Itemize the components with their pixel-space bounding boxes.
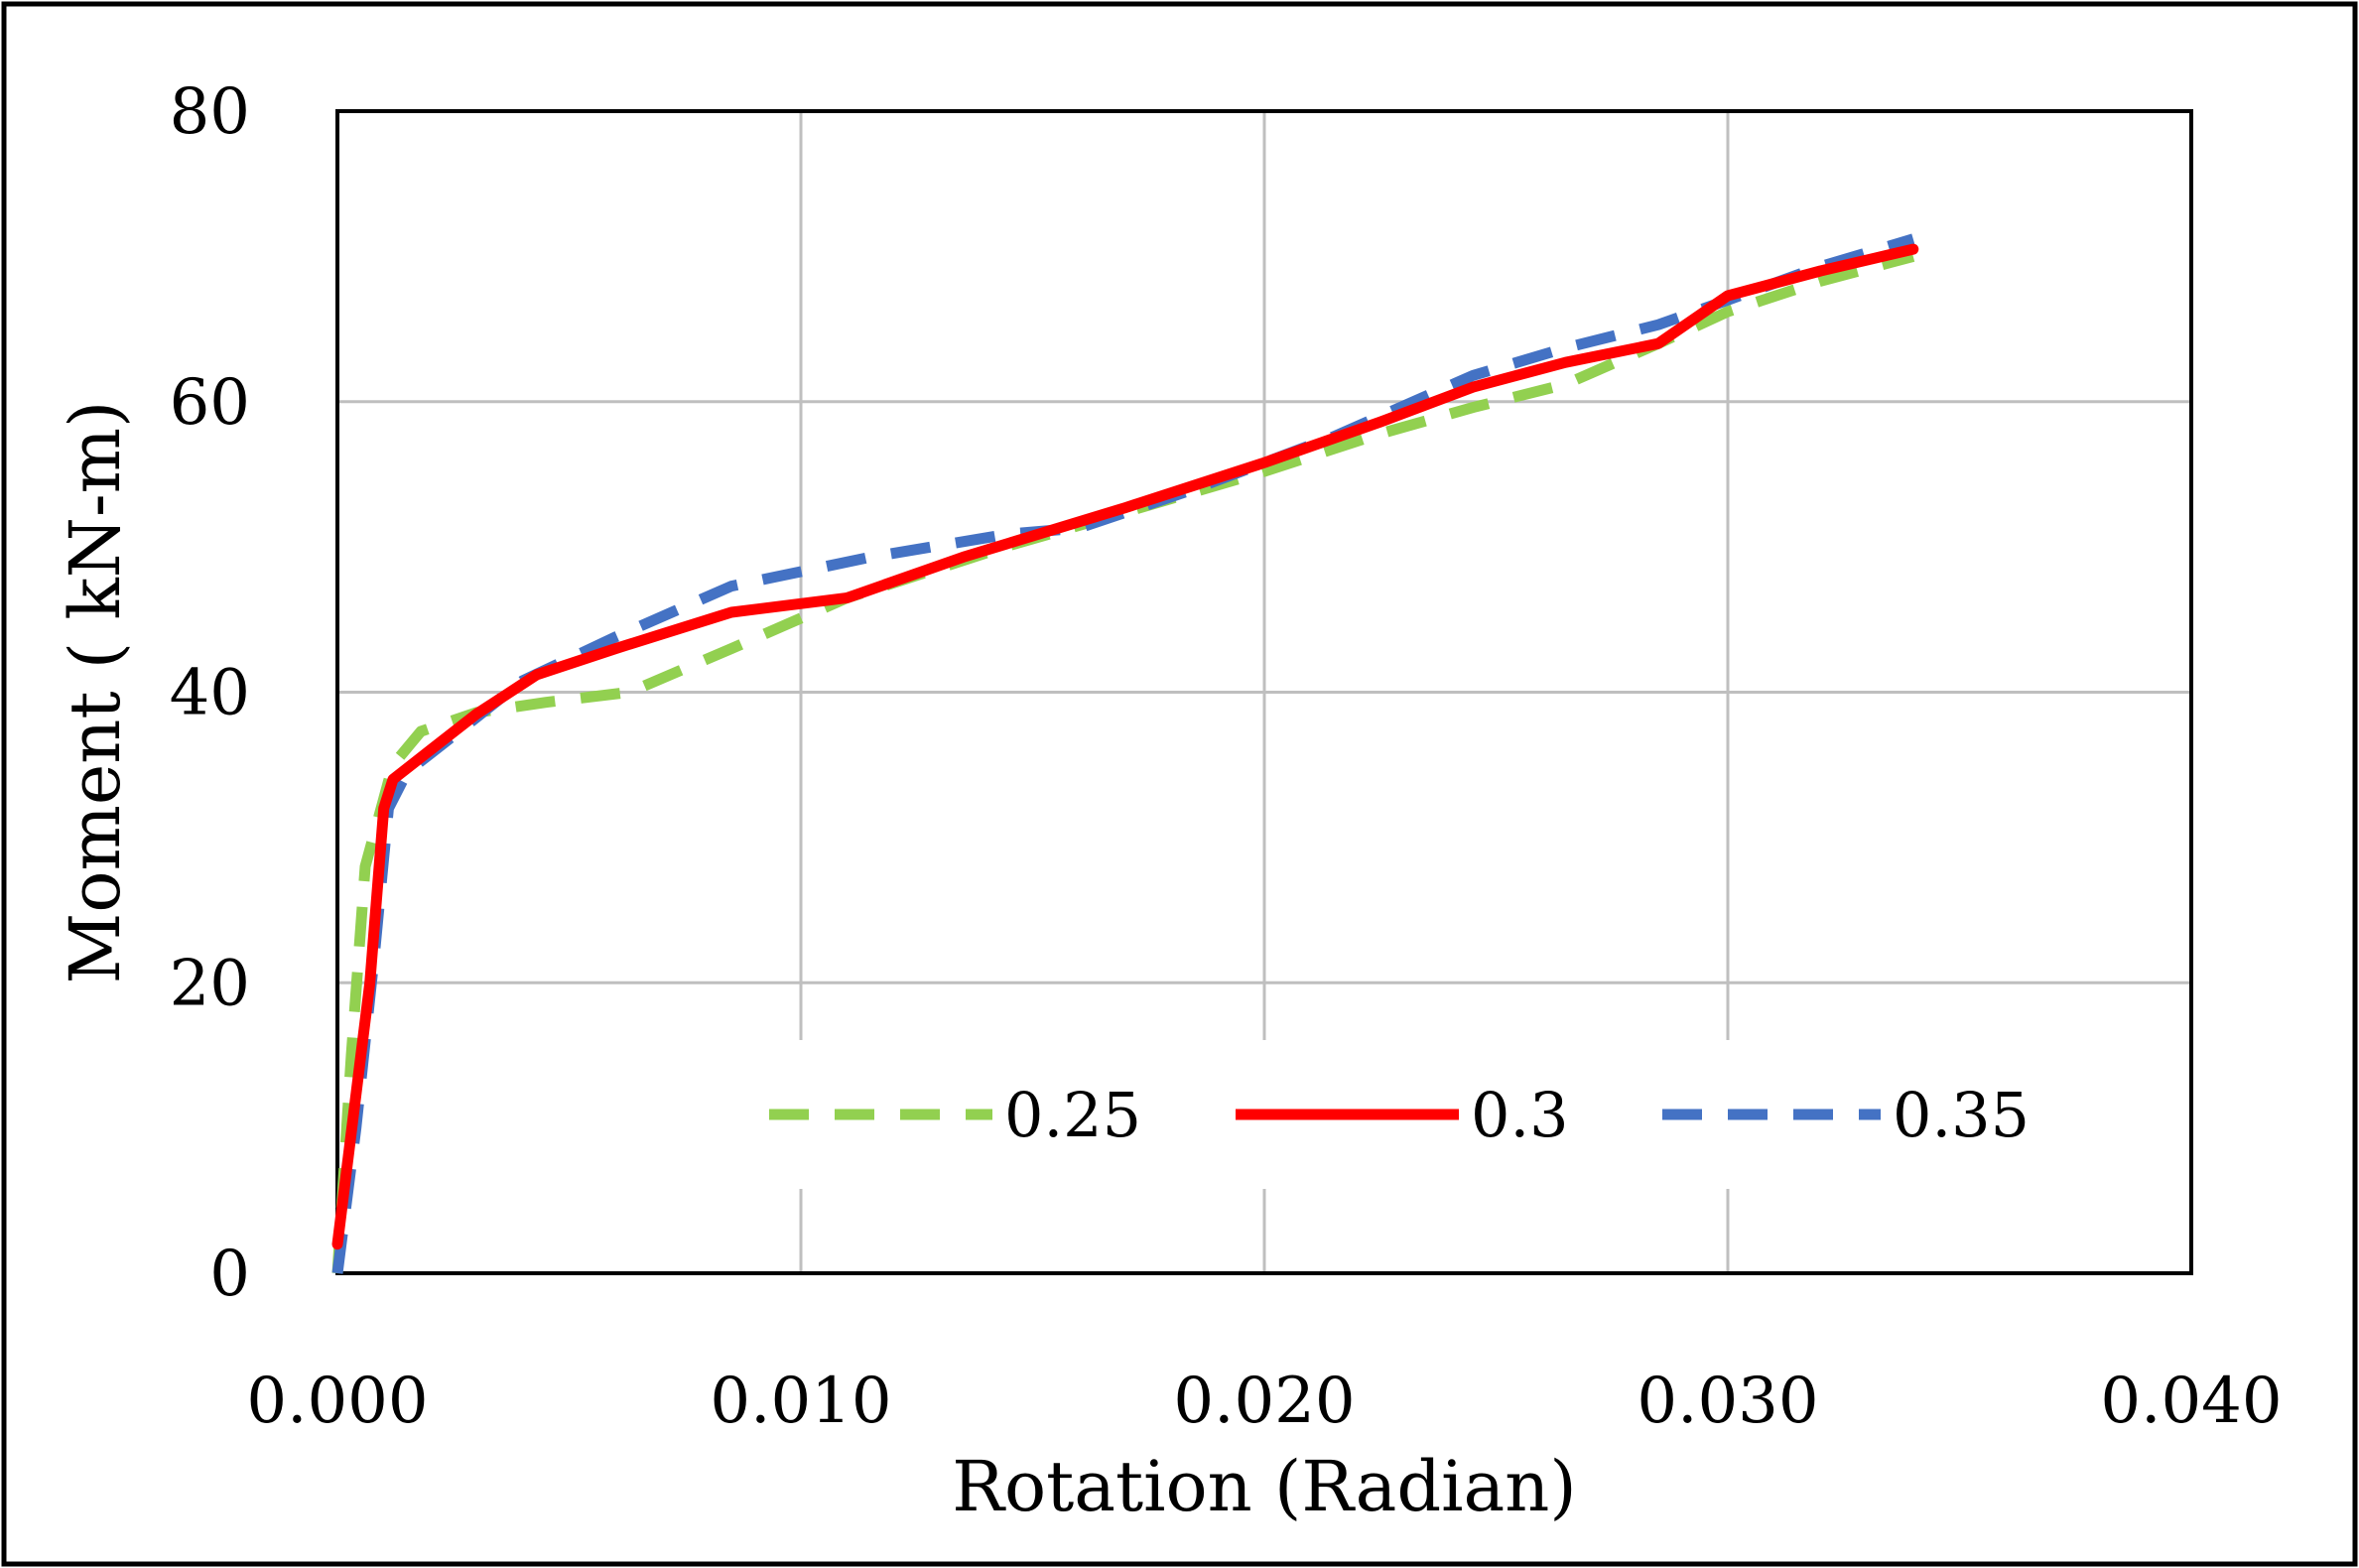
legend-label-0-3: 0.3	[1471, 1079, 1569, 1151]
x-axis-title: Rotation (Radian)	[952, 1446, 1576, 1527]
y-tick-label: 60	[170, 366, 250, 440]
y-tick-label: 0	[209, 1238, 250, 1311]
y-axis-title: Moment ( kN-m)	[55, 401, 136, 984]
x-tick-labels: 0.000 0.010 0.020 0.030 0.040	[246, 1365, 2282, 1438]
series-line-0-35	[331, 233, 1915, 1274]
x-tick-label: 0.000	[246, 1365, 428, 1438]
legend-label-0-35: 0.35	[1893, 1079, 2030, 1151]
series-layer	[331, 233, 1919, 1274]
y-tick-label: 80	[170, 75, 250, 149]
y-tick-labels: 0 20 40 60 80	[170, 75, 250, 1311]
x-tick-label: 0.020	[1173, 1365, 1355, 1438]
x-tick-label: 0.010	[710, 1365, 891, 1438]
series-line-0-3	[331, 243, 1919, 1250]
y-tick-label: 20	[170, 947, 250, 1020]
x-tick-label: 0.040	[2100, 1365, 2282, 1438]
y-tick-label: 40	[170, 657, 250, 730]
legend-label-0-25: 0.25	[1004, 1079, 1141, 1151]
plot-area-border	[335, 109, 2193, 1275]
legend: 0.25 0.3 0.35	[769, 1079, 2030, 1151]
x-tick-label: 0.030	[1637, 1365, 1818, 1438]
